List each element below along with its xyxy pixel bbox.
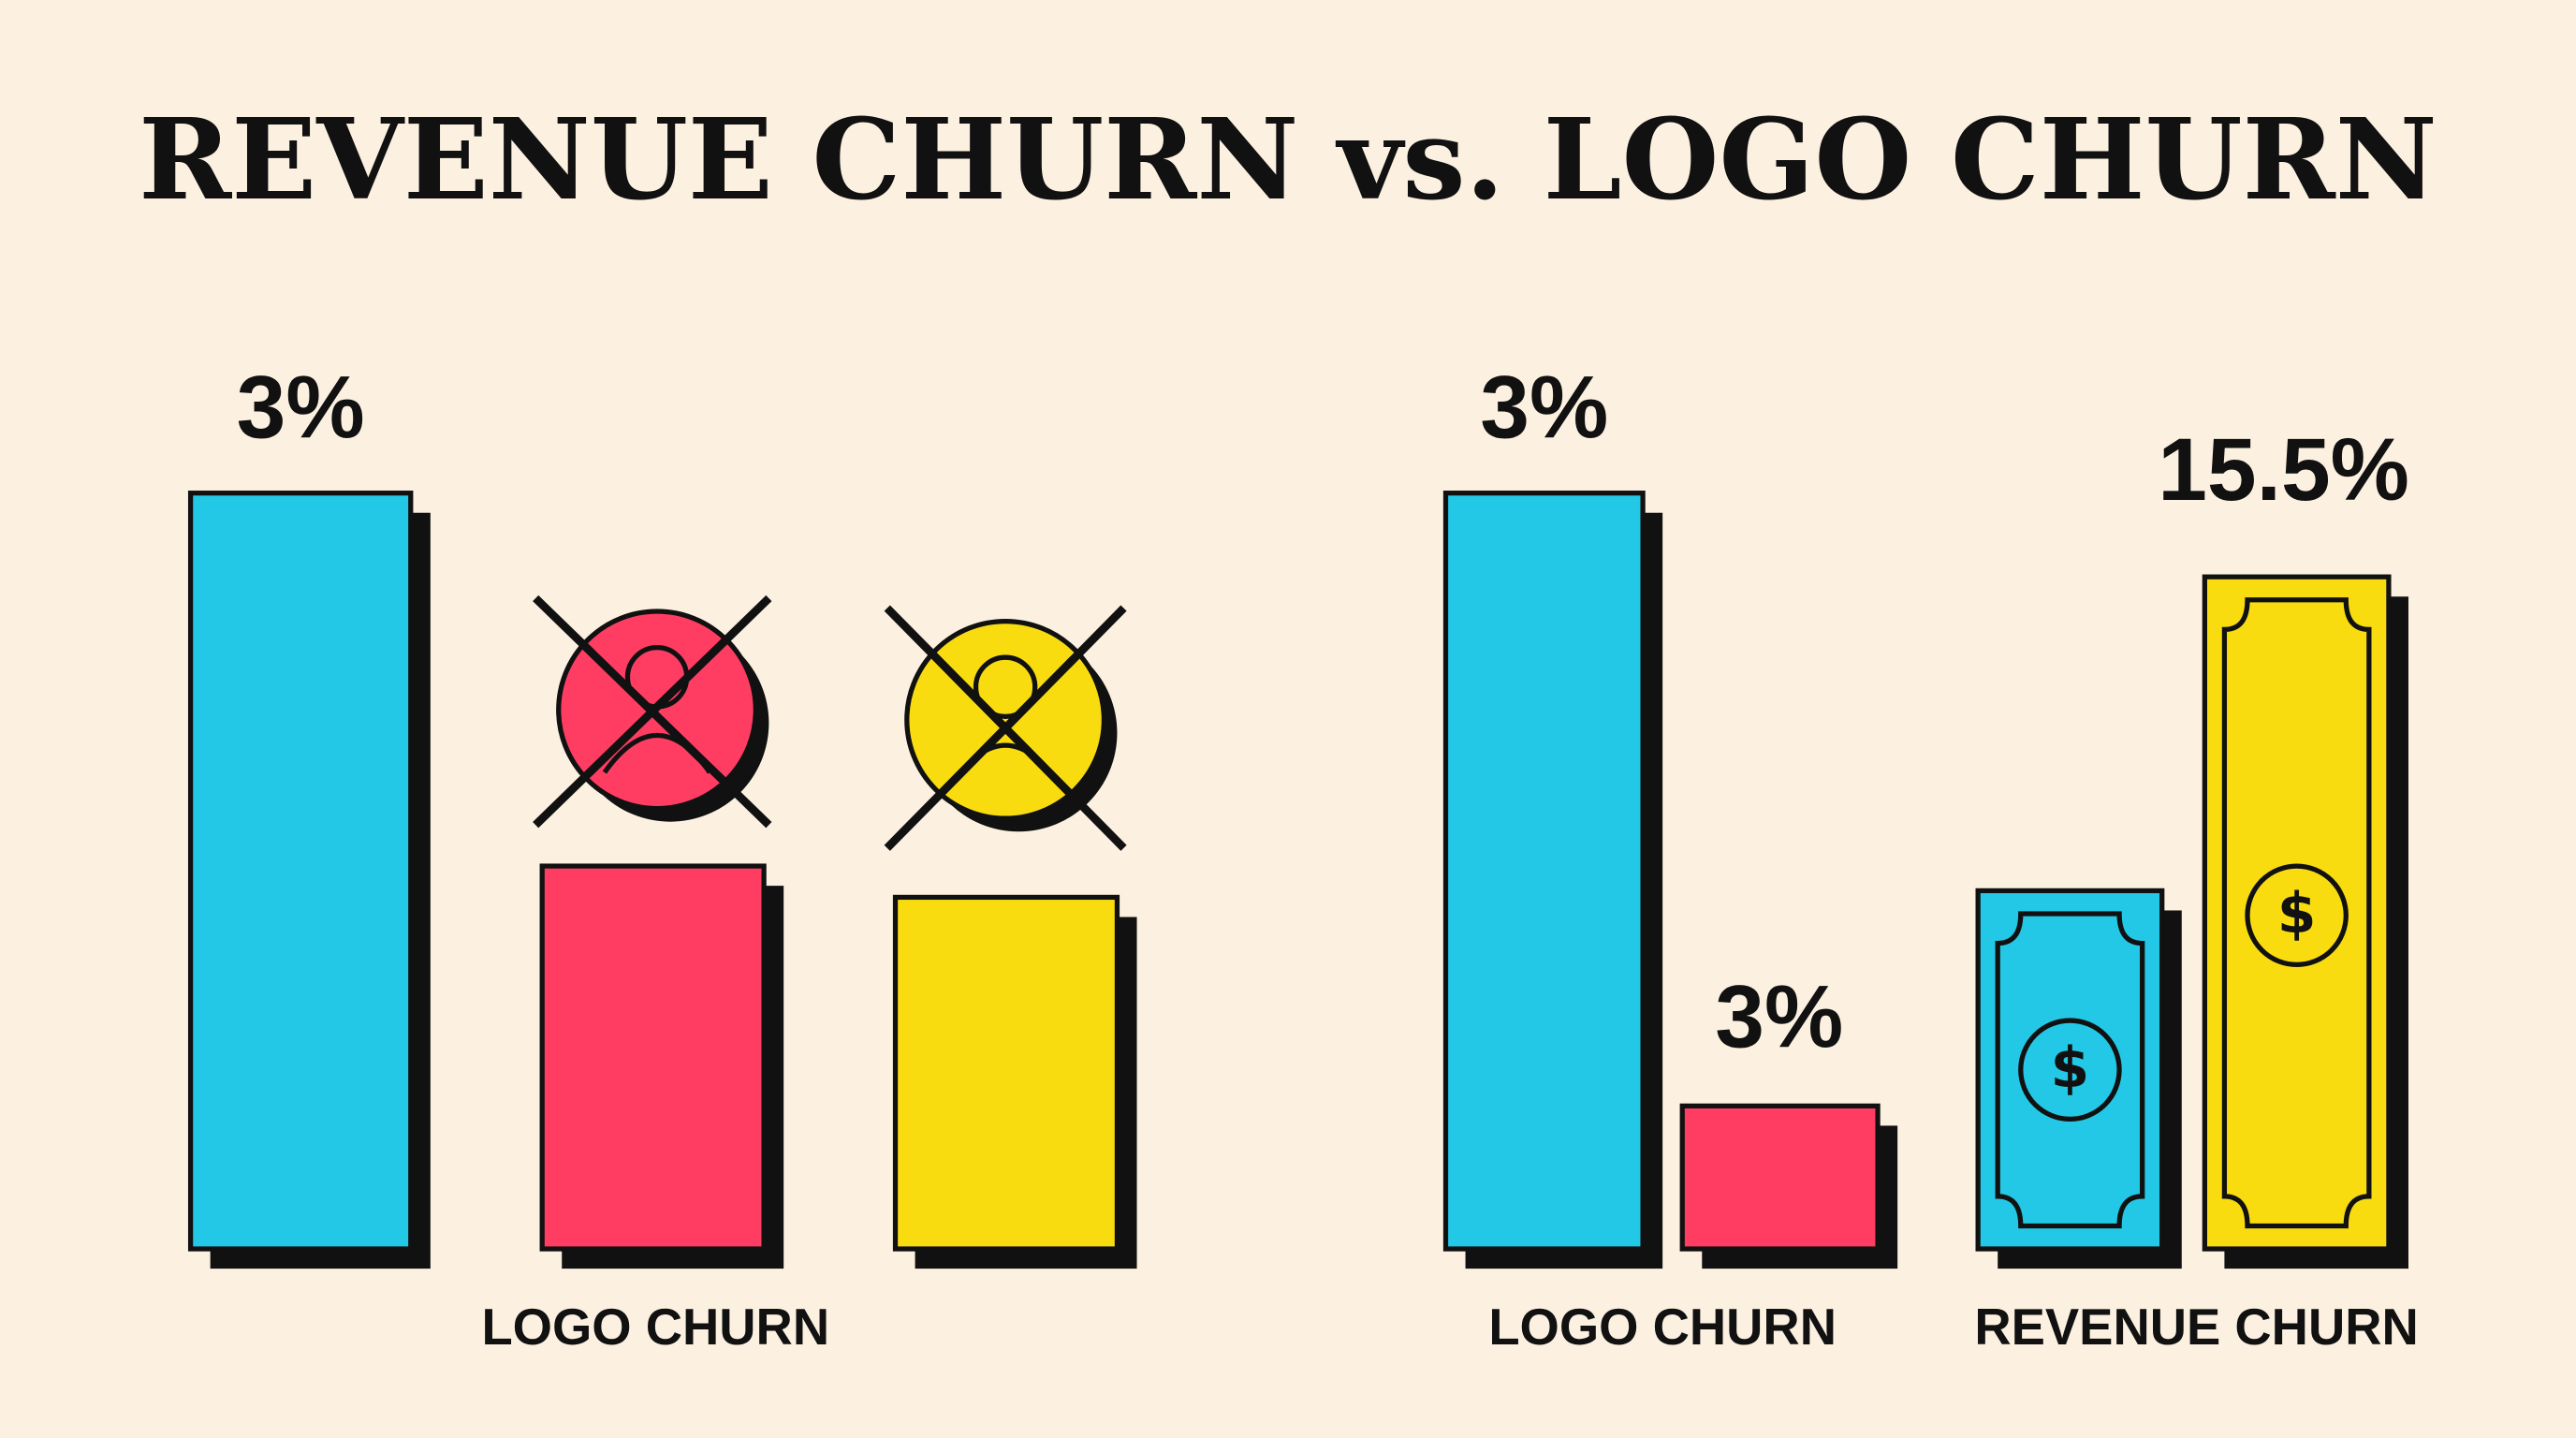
- left-panel: [187, 491, 1137, 1269]
- dollar-icon: $: [2051, 1036, 2090, 1101]
- title: REVENUE CHURN vs. LOGO CHURN: [139, 95, 2437, 226]
- bar: [539, 863, 767, 1252]
- value-label: 3%: [1480, 358, 1608, 457]
- value-label: 3%: [237, 358, 365, 457]
- right-panel: $ $: [1442, 491, 2408, 1269]
- caption: LOGO CHURN: [481, 1299, 829, 1356]
- bar: [892, 894, 1120, 1252]
- caption: LOGO CHURN: [1488, 1299, 1837, 1356]
- value-label: 15.5%: [2158, 420, 2409, 520]
- bar: [1679, 1103, 1881, 1252]
- bill: $: [1975, 888, 2182, 1269]
- caption: REVENUE CHURN: [1974, 1299, 2418, 1356]
- user-removed-icon: [884, 605, 1127, 851]
- value-label: 3%: [1715, 968, 1843, 1067]
- user-removed-icon: [533, 594, 772, 829]
- bar: [1442, 491, 1646, 1252]
- bar: [187, 491, 414, 1252]
- dollar-icon: $: [2277, 882, 2317, 946]
- bill: $: [2202, 574, 2408, 1269]
